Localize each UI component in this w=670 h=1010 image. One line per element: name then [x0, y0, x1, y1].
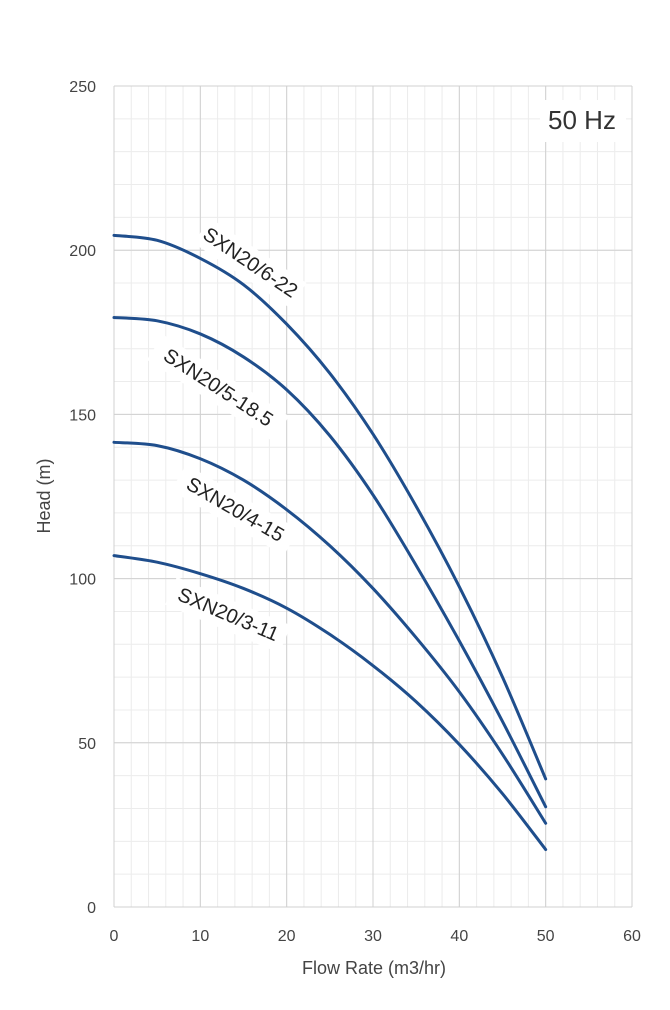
curve-label-bg-4-15 [171, 464, 299, 556]
series-line-sxn20-3-11 [112, 554, 548, 852]
x-axis-title: Flow Rate (m3/hr) [302, 958, 446, 978]
x-tick-label: 50 [537, 928, 555, 945]
x-tick-label: 20 [278, 928, 296, 945]
curve-label-bg-5-18-5 [146, 334, 290, 442]
series-line-sxn20-4-15 [112, 440, 548, 825]
x-tick-label: 0 [110, 928, 119, 945]
x-tick-label: 10 [191, 928, 209, 945]
x-axis-tick-labels: 0 10 20 30 40 50 60 [110, 928, 641, 945]
curve-label-bg-6-22 [193, 218, 307, 308]
x-tick-label: 30 [364, 928, 382, 945]
y-tick-label: 0 [87, 900, 96, 917]
y-axis-tick-labels: 0 50 100 150 200 250 [69, 79, 96, 917]
x-tick-label: 40 [450, 928, 468, 945]
series-lines [112, 233, 548, 852]
y-tick-label: 150 [69, 407, 96, 424]
y-tick-label: 100 [69, 572, 96, 589]
y-tick-label: 250 [69, 79, 96, 96]
frequency-annotation: 50 Hz [548, 105, 616, 135]
x-tick-label: 60 [623, 928, 641, 945]
major-gridlines [113, 85, 633, 908]
y-axis-title: Head (m) [34, 458, 54, 533]
annotation-background [540, 100, 626, 142]
curve-label-bg-3-11 [165, 576, 291, 654]
y-tick-label: 200 [69, 243, 96, 260]
series-line-sxn20-6-22 [112, 233, 548, 781]
y-tick-label: 50 [78, 736, 96, 753]
series-line-sxn20-5-18-5 [112, 316, 548, 809]
